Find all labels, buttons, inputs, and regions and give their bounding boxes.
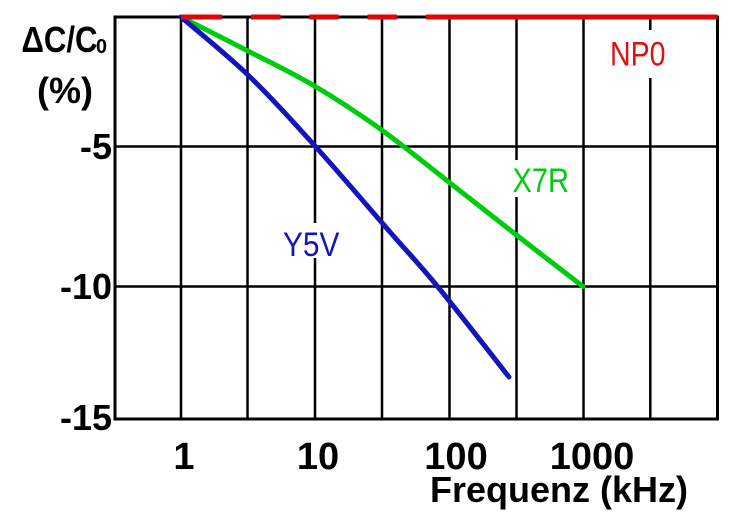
svg-text:Y5V: Y5V <box>283 226 340 264</box>
svg-text:X7R: X7R <box>513 162 570 200</box>
svg-text:Frequenz (kHz): Frequenz (kHz) <box>430 469 688 510</box>
svg-text:0: 0 <box>96 36 107 58</box>
svg-text:(%): (%) <box>37 70 93 111</box>
svg-text:-15: -15 <box>60 397 112 438</box>
svg-text:10: 10 <box>297 436 339 478</box>
svg-text:-5: -5 <box>80 126 112 167</box>
svg-text:NP0: NP0 <box>610 36 666 74</box>
svg-text:-10: -10 <box>60 266 112 307</box>
svg-text:1000: 1000 <box>550 436 635 478</box>
svg-text:100: 100 <box>424 436 487 478</box>
svg-text:1: 1 <box>173 436 194 478</box>
svg-text:ΔC/C: ΔC/C <box>22 19 98 60</box>
